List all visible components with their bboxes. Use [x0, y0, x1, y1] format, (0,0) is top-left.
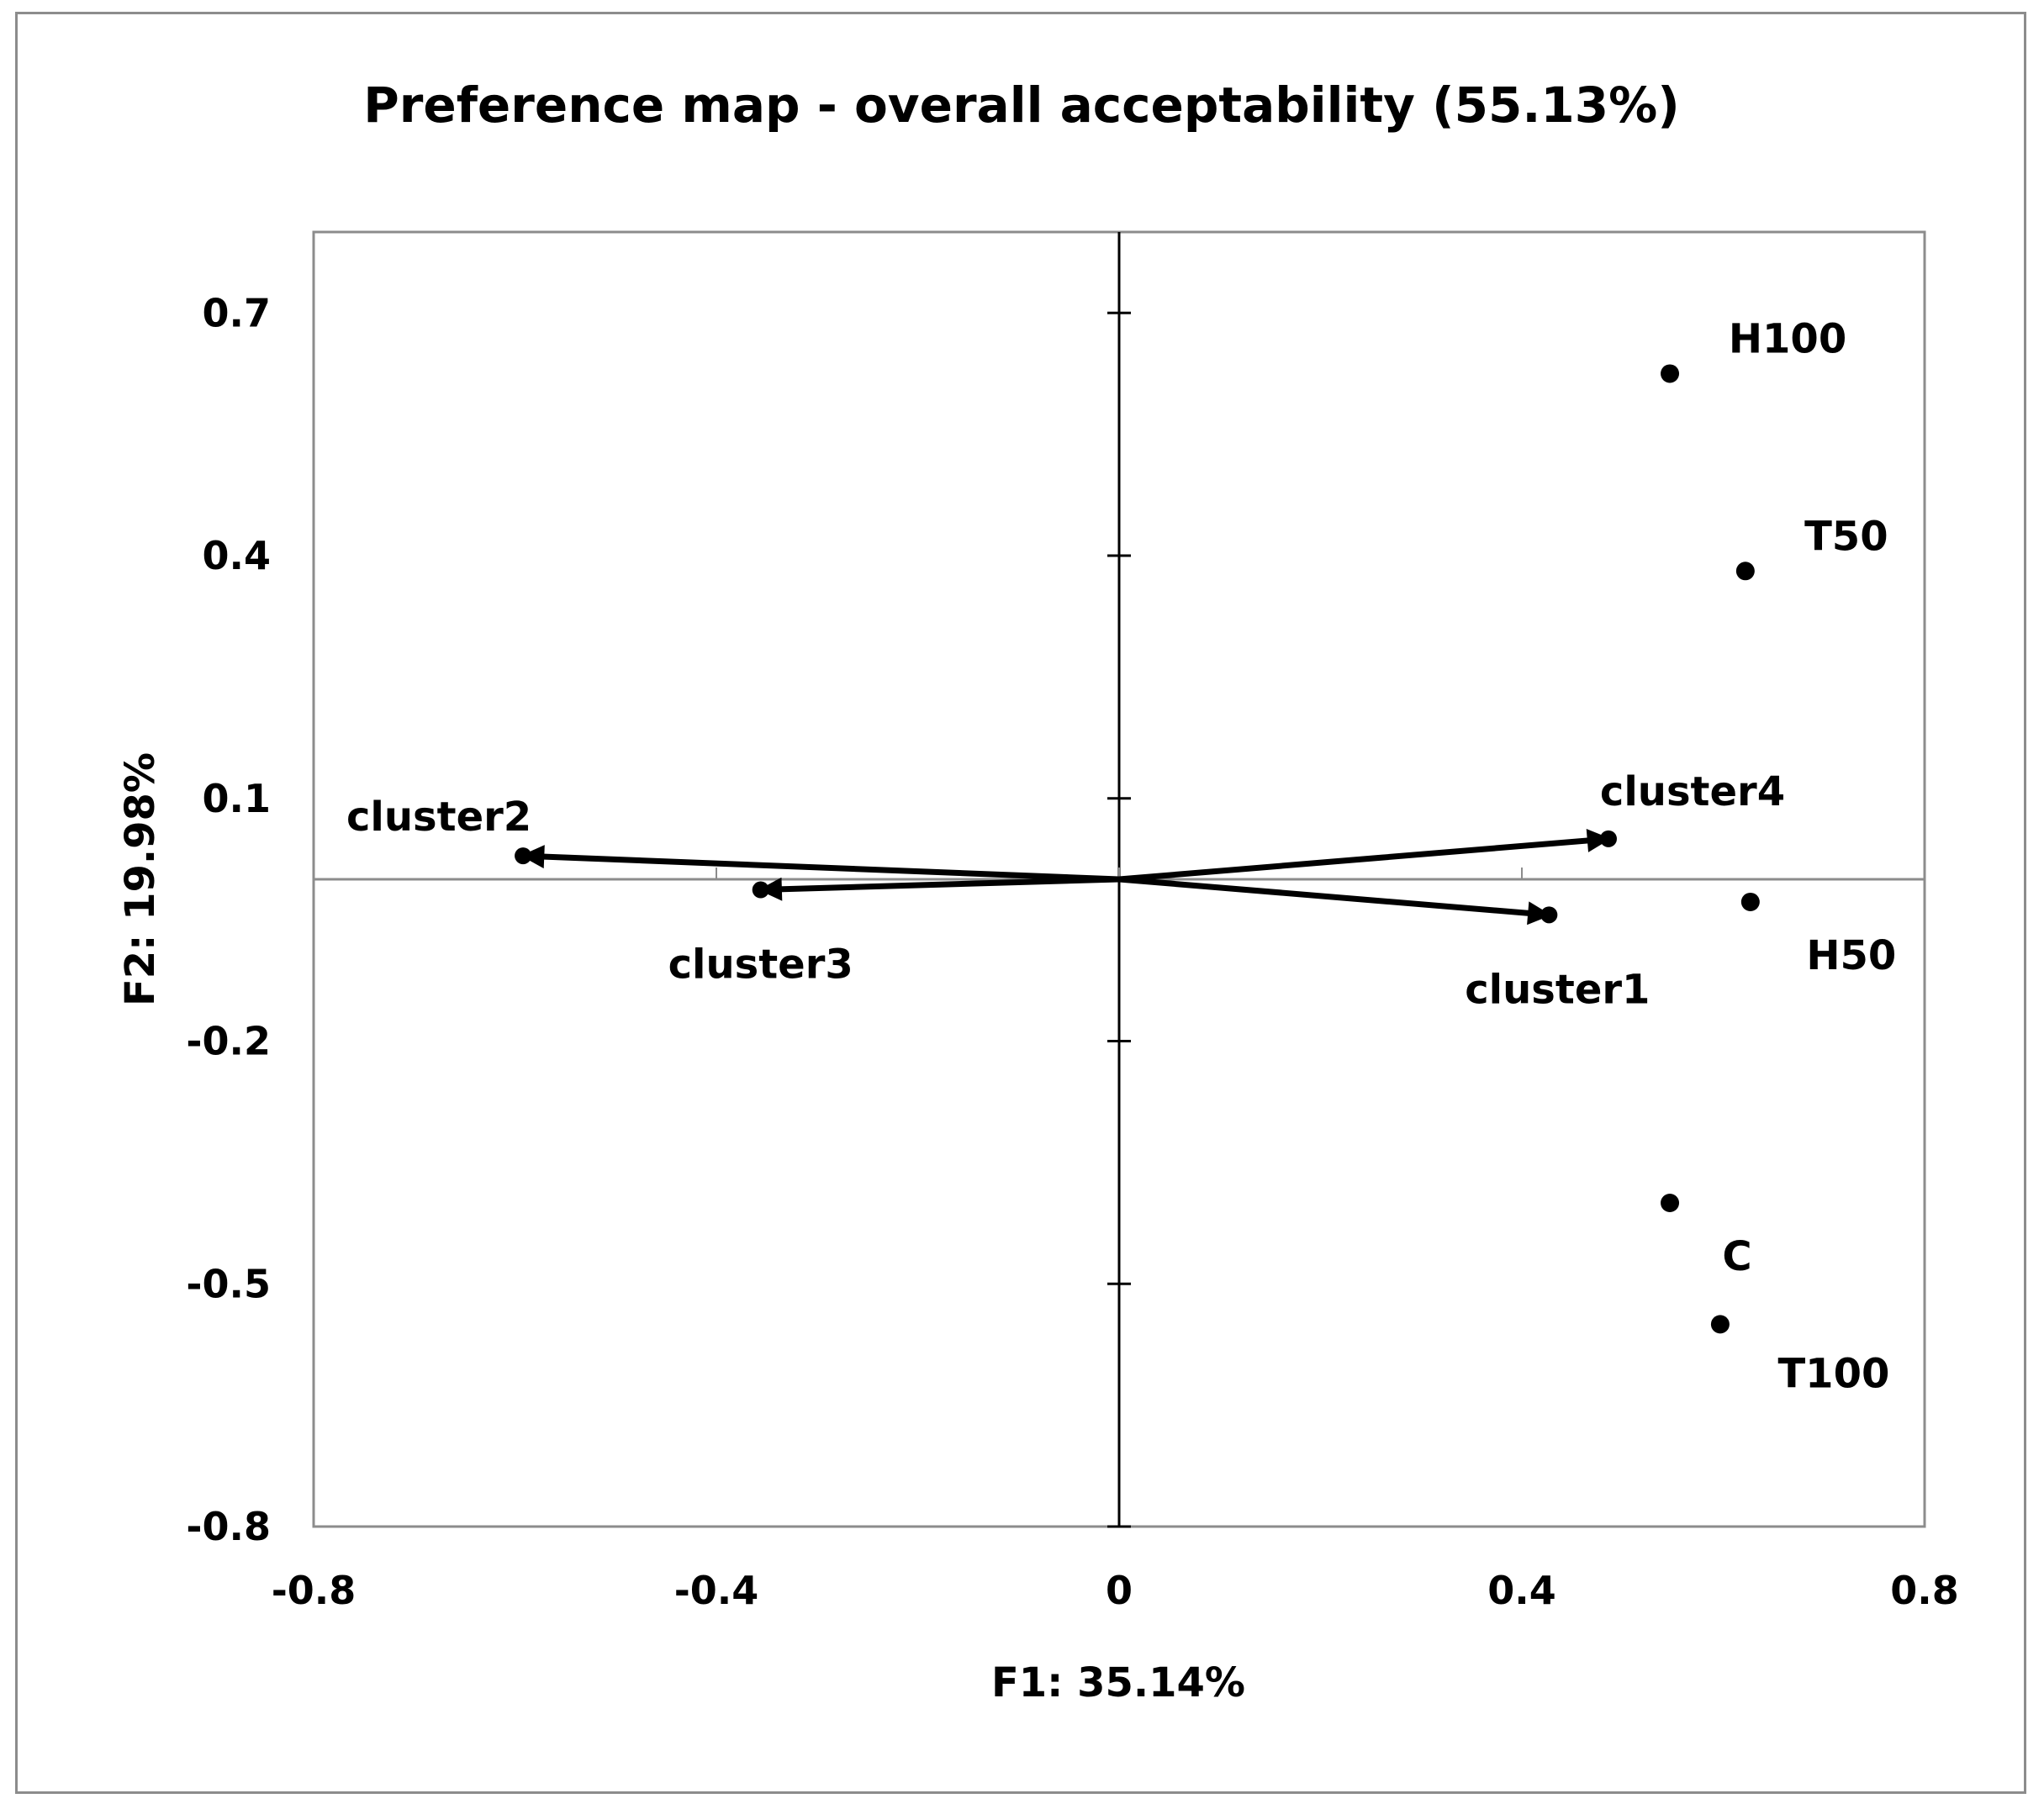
y-tick-label: 0.7: [203, 290, 272, 335]
point-H100: [1661, 364, 1680, 383]
vector-label-cluster3: cluster3: [668, 941, 853, 989]
point-T50: [1735, 562, 1755, 581]
x-tick-label: -0.4: [674, 1568, 759, 1613]
x-axis-title: F1: 35.14%: [991, 1659, 1245, 1706]
vector-endpoint-cluster4: [1599, 830, 1617, 847]
vector-cluster3: [758, 876, 1120, 901]
point-label-C: C: [1722, 1233, 1751, 1280]
point-C: [1661, 1194, 1680, 1212]
figure-frame: [15, 12, 2026, 1794]
y-tick-label: -0.8: [186, 1504, 271, 1549]
vector-label-cluster4: cluster4: [1600, 768, 1785, 815]
point-label-T100: T100: [1777, 1350, 1889, 1397]
vector-cluster2: [520, 845, 1120, 883]
y-tick-label: 0.4: [203, 533, 272, 578]
x-axis-ticks: -0.8 -0.4 0 0.4 0.8: [272, 868, 1959, 1613]
vector-endpoint-cluster3: [752, 881, 769, 899]
y-tick-label: -0.5: [186, 1261, 271, 1306]
vector-endpoint-cluster1: [1540, 906, 1558, 924]
point-label-H50: H50: [1806, 932, 1896, 979]
y-axis-ticks: 0.7 0.4 0.1 -0.2 -0.5 -0.8: [186, 290, 1131, 1549]
y-axis-title: F2: 19.98%: [117, 752, 164, 1006]
point-label-T50: T50: [1804, 513, 1888, 560]
x-tick-label: 0: [1106, 1568, 1133, 1613]
y-tick-label: -0.2: [186, 1019, 271, 1064]
point-T100: [1710, 1315, 1730, 1334]
vector-endpoint-cluster2: [515, 847, 532, 865]
vector-label-cluster2: cluster2: [346, 794, 531, 841]
cluster-vectors: cluster1 cluster2 cluster3 cluster4: [346, 768, 1785, 1013]
vector-cluster4: [1118, 828, 1611, 883]
chart-title: Preference map - overall acceptability (…: [363, 76, 1680, 134]
product-points: H100 T50 H50 C T100: [1661, 315, 1896, 1397]
point-label-H100: H100: [1729, 315, 1846, 362]
vector-label-cluster1: cluster1: [1465, 966, 1650, 1013]
point-H50: [1740, 892, 1760, 911]
x-tick-label: 0.8: [1890, 1568, 1959, 1613]
x-tick-label: -0.8: [272, 1568, 357, 1613]
x-tick-label: 0.4: [1487, 1568, 1556, 1613]
y-tick-label: 0.1: [203, 776, 272, 821]
vector-cluster1: [1118, 876, 1552, 926]
